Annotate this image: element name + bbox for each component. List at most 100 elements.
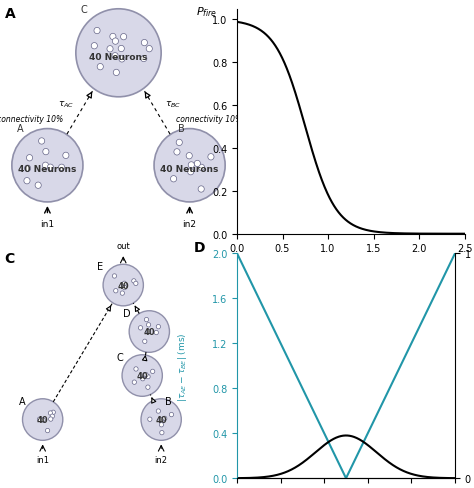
Circle shape [27,155,33,162]
Circle shape [156,409,161,413]
Circle shape [46,428,50,433]
Circle shape [59,165,65,171]
Circle shape [199,165,205,171]
Circle shape [122,355,162,396]
Circle shape [151,369,155,374]
Circle shape [112,39,118,45]
Text: 40 Neurons: 40 Neurons [160,165,219,174]
Circle shape [146,385,150,389]
Circle shape [159,418,163,422]
Circle shape [141,41,147,47]
Circle shape [146,323,151,327]
Circle shape [49,417,53,422]
Text: B: B [178,124,184,134]
Circle shape [110,34,116,41]
Circle shape [146,330,151,334]
Text: $P_{fire}$: $P_{fire}$ [196,5,217,19]
Circle shape [38,139,45,145]
Circle shape [134,367,138,371]
Circle shape [194,161,201,167]
Text: connectivity 10%: connectivity 10% [0,115,64,124]
Circle shape [37,417,42,422]
Circle shape [169,412,173,417]
Text: D: D [193,240,205,254]
Circle shape [24,178,30,184]
Text: 40 Neurons: 40 Neurons [18,165,77,174]
Circle shape [41,418,45,422]
Circle shape [120,35,127,41]
X-axis label: γ (ms): γ (ms) [333,260,368,269]
Circle shape [118,46,124,53]
Circle shape [145,318,149,322]
Text: $\tau_{AC}$: $\tau_{AC}$ [58,99,74,110]
Text: $|\tau_{AE} - \tau_{BE}|$ (ms): $|\tau_{AE} - \tau_{BE}|$ (ms) [176,331,189,401]
Circle shape [188,163,194,169]
Circle shape [119,57,125,63]
Circle shape [120,291,125,296]
Text: connectivity 10%: connectivity 10% [176,115,242,124]
Text: A: A [17,124,23,134]
Circle shape [176,140,182,146]
Text: 40: 40 [155,415,167,424]
Circle shape [146,46,152,53]
Circle shape [42,163,48,169]
Circle shape [163,416,167,421]
Circle shape [143,340,147,344]
Circle shape [148,417,152,422]
Circle shape [146,375,150,379]
Circle shape [48,411,53,415]
Circle shape [198,186,204,193]
Text: 40 Neurons: 40 Neurons [89,53,148,62]
Circle shape [134,282,138,286]
Circle shape [188,169,194,176]
Text: B: B [203,0,213,1]
Circle shape [129,311,170,352]
Text: 40: 40 [118,281,129,290]
Circle shape [141,377,145,381]
Text: A: A [19,396,26,406]
Circle shape [156,325,161,329]
Circle shape [107,46,113,53]
Text: 40: 40 [37,415,48,424]
Circle shape [25,166,31,172]
Text: in2: in2 [155,455,168,464]
Circle shape [63,153,69,159]
Circle shape [113,70,119,77]
Circle shape [76,10,161,98]
Circle shape [35,183,41,189]
Text: $\tau_{BC}$: $\tau_{BC}$ [165,99,182,110]
Circle shape [174,149,180,156]
Text: 40: 40 [137,371,148,380]
Circle shape [138,326,143,330]
Text: D: D [123,308,131,318]
Text: E: E [97,262,103,272]
Circle shape [94,28,100,35]
Text: in1: in1 [40,220,55,228]
Circle shape [51,410,55,415]
Circle shape [43,149,49,156]
Text: A: A [5,7,16,21]
Text: out: out [116,241,130,250]
Circle shape [154,129,225,203]
Circle shape [171,176,177,183]
Circle shape [186,153,192,160]
Circle shape [12,129,83,203]
Circle shape [122,282,127,286]
Circle shape [103,264,143,306]
Circle shape [97,64,103,71]
Circle shape [50,414,55,419]
Text: B: B [165,396,172,406]
Circle shape [132,380,137,385]
Text: in2: in2 [182,220,197,228]
Circle shape [122,286,127,290]
Circle shape [144,373,148,377]
Circle shape [132,279,136,284]
Circle shape [141,56,147,62]
Circle shape [159,423,164,427]
Text: C: C [116,352,123,362]
Circle shape [47,165,54,171]
Circle shape [141,399,182,440]
Circle shape [160,430,164,435]
Text: C: C [81,5,87,16]
Circle shape [23,399,63,440]
